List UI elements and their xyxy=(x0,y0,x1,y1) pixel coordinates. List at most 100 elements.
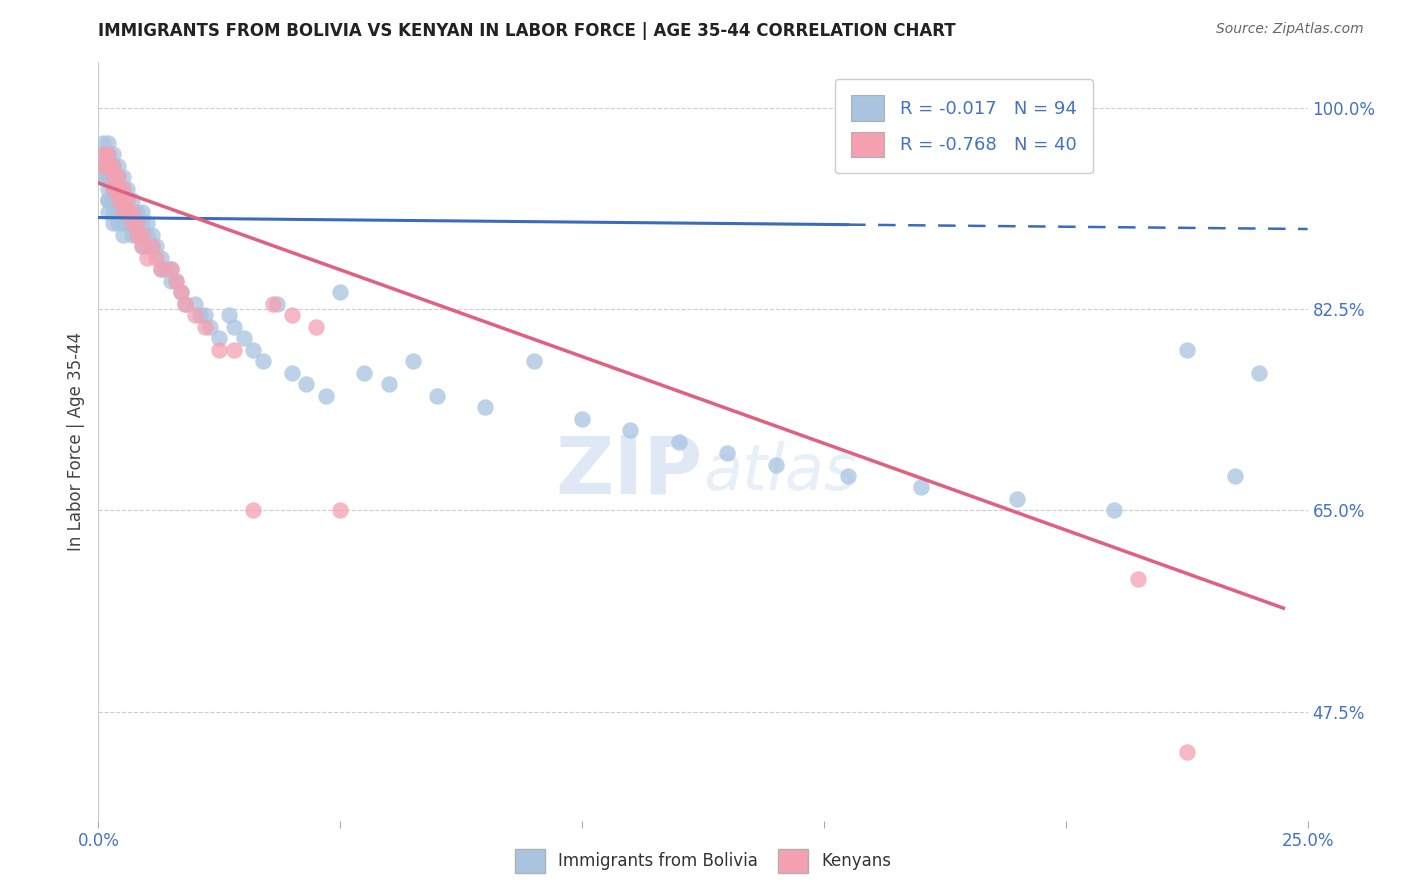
Point xyxy=(101,159,124,173)
Text: IMMIGRANTS FROM BOLIVIA VS KENYAN IN LABOR FORCE | AGE 35-44 CORRELATION CHART: IMMIGRANTS FROM BOLIVIA VS KENYAN IN LAB… xyxy=(98,22,956,40)
Point xyxy=(127,227,149,242)
Point xyxy=(141,239,163,253)
Point xyxy=(107,182,129,196)
Point xyxy=(101,216,124,230)
Point xyxy=(111,194,134,208)
Point xyxy=(101,194,124,208)
Point xyxy=(222,319,245,334)
Point xyxy=(716,446,738,460)
Point xyxy=(127,216,149,230)
Point xyxy=(101,147,124,161)
Point xyxy=(208,331,231,345)
Point xyxy=(107,170,129,185)
Point xyxy=(837,469,859,483)
Point xyxy=(121,194,143,208)
Point xyxy=(188,308,211,322)
Text: ZIP: ZIP xyxy=(555,433,703,511)
Point xyxy=(131,227,153,242)
Point xyxy=(121,204,143,219)
Point xyxy=(135,239,157,253)
Point xyxy=(91,170,114,185)
Point xyxy=(107,170,129,185)
Point xyxy=(668,434,690,449)
Point xyxy=(1007,491,1029,506)
Point xyxy=(117,194,139,208)
Text: Source: ZipAtlas.com: Source: ZipAtlas.com xyxy=(1216,22,1364,37)
Point xyxy=(141,227,163,242)
Point xyxy=(174,296,197,310)
Point xyxy=(97,147,120,161)
Point xyxy=(426,388,449,402)
Point xyxy=(117,204,139,219)
Point xyxy=(111,204,134,219)
Point xyxy=(222,343,245,357)
Point xyxy=(174,296,197,310)
Text: atlas: atlas xyxy=(703,441,858,503)
Point xyxy=(619,423,641,437)
Point xyxy=(150,262,173,277)
Point xyxy=(1249,366,1271,380)
Point xyxy=(101,170,124,185)
Point xyxy=(97,204,120,219)
Point xyxy=(97,147,120,161)
Point xyxy=(160,262,183,277)
Point xyxy=(127,204,149,219)
Point xyxy=(141,239,163,253)
Point xyxy=(194,319,217,334)
Point xyxy=(523,354,546,368)
Point xyxy=(169,285,191,300)
Point xyxy=(281,366,304,380)
Point xyxy=(117,194,139,208)
Point xyxy=(218,308,240,322)
Point xyxy=(377,377,399,392)
Point xyxy=(91,159,114,173)
Point xyxy=(131,239,153,253)
Point xyxy=(305,319,328,334)
Point xyxy=(111,170,134,185)
Point xyxy=(765,458,787,472)
Point xyxy=(402,354,425,368)
Point xyxy=(262,296,284,310)
Point xyxy=(252,354,274,368)
Point xyxy=(131,239,153,253)
Point xyxy=(131,204,153,219)
Point xyxy=(127,216,149,230)
Point xyxy=(232,331,254,345)
Point xyxy=(117,216,139,230)
Point xyxy=(329,285,352,300)
Point xyxy=(160,274,183,288)
Point xyxy=(91,159,114,173)
Point xyxy=(208,343,231,357)
Point xyxy=(111,204,134,219)
Point xyxy=(121,216,143,230)
Point xyxy=(150,251,173,265)
Point xyxy=(121,227,143,242)
Point xyxy=(91,147,114,161)
Point xyxy=(101,182,124,196)
Point xyxy=(121,204,143,219)
Point xyxy=(1102,503,1125,517)
Point xyxy=(101,170,124,185)
Point xyxy=(184,296,207,310)
Point xyxy=(1223,469,1246,483)
Point xyxy=(91,170,114,185)
Point xyxy=(107,182,129,196)
Point xyxy=(101,182,124,196)
Point xyxy=(111,227,134,242)
Point xyxy=(135,227,157,242)
Point xyxy=(111,216,134,230)
Point xyxy=(97,182,120,196)
Legend: Immigrants from Bolivia, Kenyans: Immigrants from Bolivia, Kenyans xyxy=(508,842,898,880)
Point xyxy=(160,262,183,277)
Point xyxy=(97,159,120,173)
Point xyxy=(121,216,143,230)
Point xyxy=(165,274,187,288)
Point xyxy=(242,503,264,517)
Point xyxy=(329,503,352,517)
Point xyxy=(97,194,120,208)
Point xyxy=(91,136,114,150)
Legend: R = -0.017   N = 94, R = -0.768   N = 40: R = -0.017 N = 94, R = -0.768 N = 40 xyxy=(835,79,1092,173)
Point xyxy=(165,274,187,288)
Point xyxy=(1175,745,1198,759)
Point xyxy=(135,216,157,230)
